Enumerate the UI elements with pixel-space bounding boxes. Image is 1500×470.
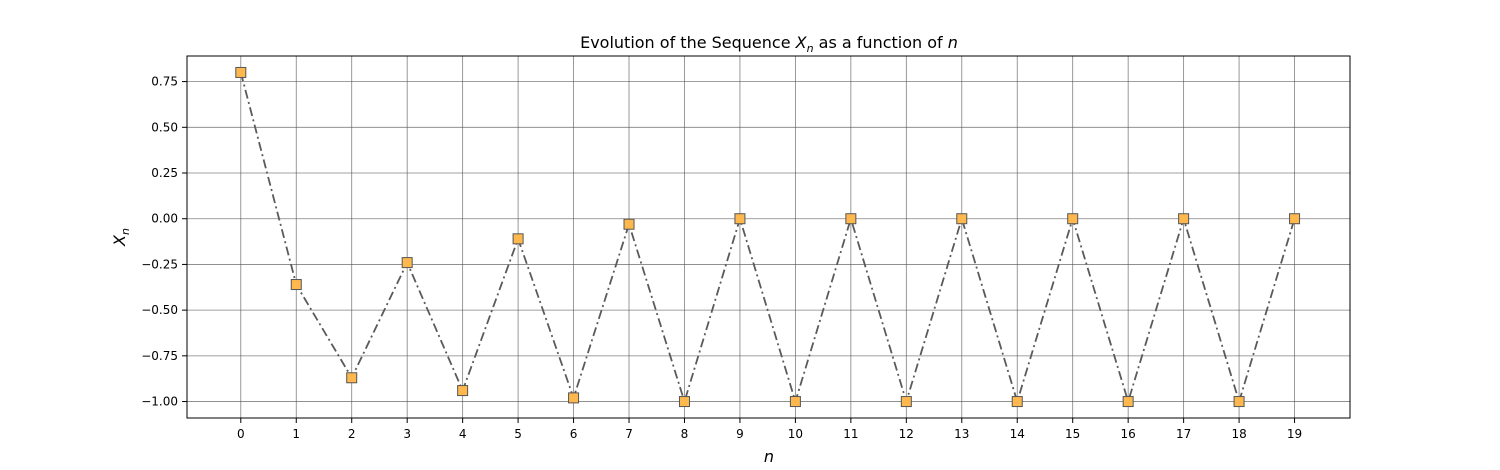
data-point-marker bbox=[900, 396, 912, 408]
x-tick-label: 1 bbox=[292, 427, 300, 441]
x-tick-label: 2 bbox=[348, 427, 356, 441]
title-end-variable: n bbox=[948, 33, 958, 52]
x-tick-label: 7 bbox=[625, 427, 633, 441]
data-point-marker bbox=[734, 213, 746, 225]
data-point-marker bbox=[789, 396, 801, 408]
x-tick-label: 0 bbox=[237, 427, 245, 441]
data-point-marker bbox=[1122, 396, 1134, 408]
x-tick-label: 16 bbox=[1121, 427, 1136, 441]
x-tick-label: 12 bbox=[899, 427, 914, 441]
x-tick-label: 3 bbox=[403, 427, 411, 441]
x-ticks: 0 1 2 3 4 5 6 7 8 9 10 11 12 13 14 15 16 17 18 19 bbox=[237, 418, 1302, 441]
x-tick-label: 11 bbox=[843, 427, 858, 441]
y-tick-label: −0.75 bbox=[141, 349, 178, 363]
y-ticks: −1.00 −0.75 −0.50 −0.25 0.00 0.25 0.50 0.75 bbox=[141, 75, 187, 409]
data-point-marker bbox=[1067, 213, 1079, 225]
series bbox=[239, 72, 1296, 405]
data-point-marker bbox=[346, 372, 358, 384]
data-point-marker bbox=[457, 385, 469, 397]
title-variable: X bbox=[795, 33, 808, 52]
plot-frame bbox=[186, 55, 1351, 419]
x-tick-label: 19 bbox=[1287, 427, 1302, 441]
title-subscript: n bbox=[807, 42, 814, 55]
data-point-marker bbox=[678, 396, 690, 408]
data-point-marker bbox=[1178, 213, 1190, 225]
data-point-marker bbox=[1233, 396, 1245, 408]
y-axis-label: Xn bbox=[110, 228, 132, 247]
data-point-marker bbox=[290, 279, 302, 291]
x-tick-label: 8 bbox=[681, 427, 689, 441]
data-point-marker bbox=[512, 233, 524, 245]
x-axis-label-text: n bbox=[764, 447, 774, 466]
x-tick-label: 10 bbox=[788, 427, 803, 441]
y-tick-label: −0.25 bbox=[141, 257, 178, 271]
data-point-marker bbox=[235, 66, 247, 78]
data-point-marker bbox=[401, 257, 413, 269]
y-tick-label: 0.50 bbox=[151, 120, 178, 134]
series-line bbox=[239, 72, 1296, 405]
y-axis-label-subscript: n bbox=[119, 228, 132, 235]
x-tick-label: 18 bbox=[1231, 427, 1246, 441]
x-tick-label: 9 bbox=[736, 427, 744, 441]
data-point-marker bbox=[956, 213, 968, 225]
x-tick-label: 17 bbox=[1176, 427, 1191, 441]
y-tick-label: 0.25 bbox=[151, 166, 178, 180]
markers bbox=[235, 66, 1301, 408]
data-point-marker bbox=[568, 392, 580, 404]
y-tick-label: −0.50 bbox=[141, 303, 178, 317]
x-axis-label: n bbox=[764, 447, 774, 466]
y-tick-label: 0.75 bbox=[151, 75, 178, 89]
x-tick-label: 13 bbox=[954, 427, 969, 441]
x-tick-label: 5 bbox=[514, 427, 522, 441]
chart-title: Evolution of the Sequence Xn as a functi… bbox=[580, 33, 958, 55]
x-tick-label: 4 bbox=[459, 427, 467, 441]
x-tick-label: 14 bbox=[1010, 427, 1025, 441]
data-point-marker bbox=[1289, 213, 1301, 225]
y-axis-label-variable: X bbox=[110, 234, 129, 247]
x-tick-label: 6 bbox=[570, 427, 578, 441]
x-tick-label: 15 bbox=[1065, 427, 1080, 441]
y-tick-label: 0.00 bbox=[151, 212, 178, 226]
title-prefix: Evolution of the Sequence bbox=[580, 33, 796, 52]
title-suffix: as a function of bbox=[814, 33, 948, 52]
data-point-marker bbox=[1011, 396, 1023, 408]
data-point-marker bbox=[845, 213, 857, 225]
data-point-marker bbox=[623, 218, 635, 230]
y-tick-label: −1.00 bbox=[141, 395, 178, 409]
